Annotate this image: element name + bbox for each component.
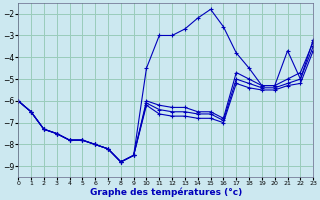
X-axis label: Graphe des températures (°c): Graphe des températures (°c) [90, 188, 242, 197]
